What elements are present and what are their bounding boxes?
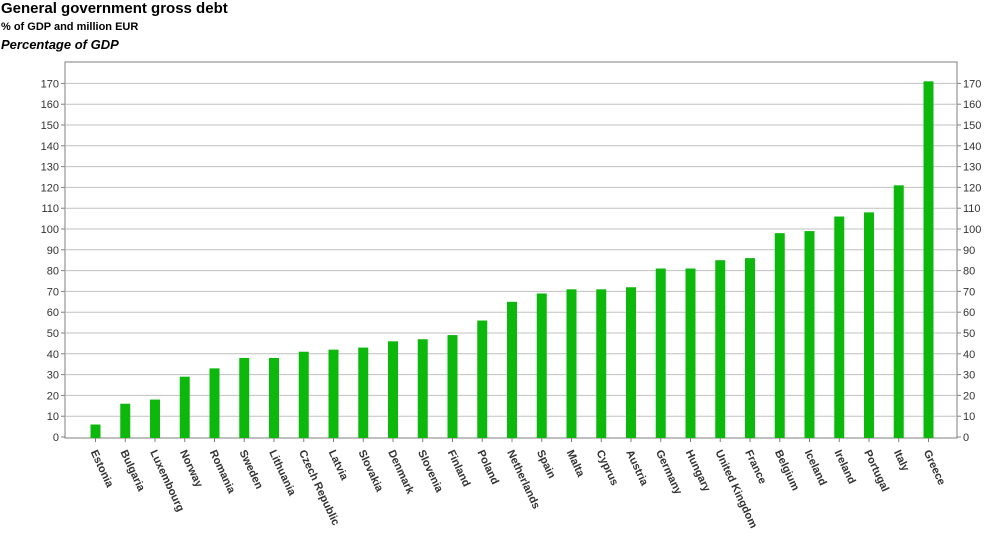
y-tick-label: 70	[963, 286, 975, 298]
y-tick-label: 160	[41, 99, 59, 111]
y-tick-label: 10	[963, 411, 975, 423]
bar	[269, 357, 279, 438]
x-tick-label: Austria	[623, 448, 650, 488]
y-tick-label: 170	[963, 78, 981, 90]
y-tick-label: 90	[963, 245, 975, 257]
x-tick-label: Slovenia	[415, 448, 445, 495]
y-tick-label: 140	[963, 141, 981, 153]
x-tick-label: Spain	[534, 448, 558, 480]
bar	[328, 349, 339, 438]
y-tick-label: 170	[41, 78, 59, 90]
y-tick-label: 140	[41, 141, 59, 153]
bar	[150, 399, 160, 438]
bar	[447, 335, 458, 438]
bar	[715, 260, 726, 438]
x-tick-label: Sweden	[237, 448, 266, 491]
y-tick-label: 40	[963, 349, 975, 361]
bar	[120, 403, 131, 438]
bar	[566, 289, 577, 438]
x-tick-label: Romania	[207, 448, 238, 496]
bar	[596, 289, 607, 438]
x-tick-label: Poland	[475, 448, 501, 486]
bar	[507, 301, 517, 438]
y-tick-label: 30	[47, 370, 59, 382]
x-tick-label: Greece	[921, 448, 948, 487]
y-tick-label: 100	[963, 224, 981, 236]
x-tick-label: Latvia	[326, 448, 351, 483]
x-tick-label: Finland	[445, 448, 472, 489]
x-tick-label: Denmark	[385, 448, 416, 497]
y-tick-label: 80	[47, 266, 59, 278]
x-tick-label: Estonia	[88, 448, 116, 490]
y-axis-right: 0 10 20 30 40 50 60 70 80 90 100 110 120 130 140 150 160…	[957, 78, 981, 444]
y-tick-label: 50	[963, 328, 975, 340]
y-tick-label: 160	[963, 99, 981, 111]
chart-title: General government gross debt	[1, 0, 228, 17]
x-tick-label: Cyprus	[594, 448, 621, 487]
bar	[239, 357, 250, 438]
bar	[834, 216, 845, 438]
x-tick-label: France	[742, 448, 768, 486]
x-tick-label: Portugal	[861, 448, 891, 494]
y-tick-label: 60	[963, 307, 975, 319]
bar	[179, 376, 190, 438]
y-tick-label: 110	[41, 203, 59, 215]
bar	[655, 268, 666, 438]
x-tick-label: Germany	[653, 448, 684, 497]
x-tick-label: Belgium	[772, 448, 801, 493]
y-tick-label: 30	[963, 370, 975, 382]
bar	[358, 347, 369, 438]
y-tick-label: 0	[53, 432, 59, 444]
bar	[388, 341, 398, 438]
y-axis-left: 0 10 20 30 40 50 60 70 80 90 100 110 120 130 140 150 160…	[41, 78, 65, 444]
y-tick-label: 40	[47, 349, 59, 361]
chart-subtitle: % of GDP and million EUR	[1, 21, 139, 33]
x-tick-label: Norway	[177, 448, 205, 490]
y-tick-label: 10	[47, 411, 59, 423]
y-tick-label: 20	[963, 390, 975, 402]
bar	[893, 185, 904, 438]
x-tick-label: Lithuania	[266, 448, 298, 498]
y-tick-label: 20	[47, 390, 59, 402]
bar	[685, 268, 696, 438]
y-tick-label: 0	[963, 432, 969, 444]
y-tick-label: 80	[963, 266, 975, 278]
y-tick-label: 130	[963, 162, 981, 174]
x-tick-label: Iceland	[802, 448, 829, 487]
x-tick-label: Slovakia	[356, 448, 386, 494]
x-tick-label: Hungary	[683, 448, 713, 494]
y-tick-label: 70	[47, 286, 59, 298]
bar	[298, 351, 309, 438]
bar	[90, 424, 101, 438]
bar	[774, 233, 785, 438]
y-tick-label: 60	[47, 307, 59, 319]
bar	[209, 368, 220, 438]
bar	[417, 339, 428, 438]
y-tick-label: 130	[41, 162, 59, 174]
x-tick-label: Bulgaria	[118, 448, 148, 494]
y-tick-label: 50	[47, 328, 59, 340]
bar	[864, 212, 874, 438]
x-tick-label: Ireland	[832, 448, 858, 486]
y-tick-label: 120	[963, 182, 981, 194]
bar	[923, 81, 934, 438]
y-tick-label: 90	[47, 245, 59, 257]
y-tick-label: 120	[41, 182, 59, 194]
x-tick-label: Italy	[891, 448, 912, 474]
y-tick-label: 150	[41, 120, 59, 132]
bar	[804, 231, 815, 438]
bar	[745, 258, 755, 438]
y-tick-label: 110	[963, 203, 981, 215]
bar	[536, 293, 547, 438]
bar	[477, 320, 488, 438]
y-tick-label: 150	[963, 120, 981, 132]
unit-label: Percentage of GDP	[1, 37, 119, 52]
y-tick-label: 100	[41, 224, 59, 236]
x-tick-label: Malta	[564, 448, 587, 479]
bars	[90, 81, 934, 438]
bar	[626, 287, 636, 438]
